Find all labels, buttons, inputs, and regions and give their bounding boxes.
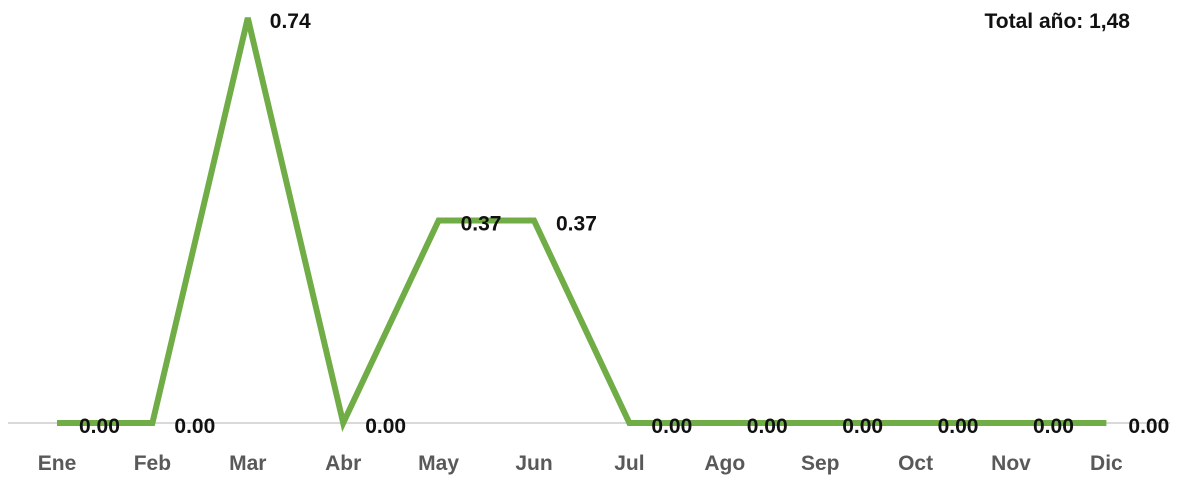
x-tick-nov: Nov	[991, 452, 1031, 475]
data-label-dic: 0.00	[1128, 415, 1169, 438]
data-label-sep: 0.00	[842, 415, 883, 438]
data-label-jul: 0.00	[651, 415, 692, 438]
x-tick-ago: Ago	[704, 452, 745, 475]
x-tick-abr: Abr	[325, 452, 361, 475]
x-tick-jul: Jul	[614, 452, 644, 475]
data-label-ago: 0.00	[747, 415, 788, 438]
series-line	[57, 17, 1107, 433]
total-year-label: Total año: 1,48	[984, 10, 1130, 33]
data-label-mar: 0.74	[270, 10, 311, 33]
x-tick-mar: Mar	[229, 452, 266, 475]
x-tick-sep: Sep	[801, 452, 840, 475]
data-label-oct: 0.00	[938, 415, 979, 438]
x-tick-dic: Dic	[1090, 452, 1123, 475]
data-label-ene: 0.00	[79, 415, 120, 438]
x-tick-oct: Oct	[898, 452, 933, 475]
data-label-jun: 0.37	[556, 213, 597, 236]
data-label-feb: 0.00	[174, 415, 215, 438]
x-tick-ene: Ene	[38, 452, 77, 475]
x-tick-may: May	[418, 452, 459, 475]
data-label-may: 0.37	[461, 213, 502, 236]
x-tick-feb: Feb	[134, 452, 171, 475]
data-label-abr: 0.00	[365, 415, 406, 438]
data-labels: 0.00 0.00 0.74 0.00 0.37 0.37 0.00 0.00 0.00 0.00…	[79, 10, 1169, 438]
x-tick-jun: Jun	[515, 452, 552, 475]
x-tick-labels: Ene Feb Mar Abr May Jun Jul Ago Sep Oct Nov Dic	[38, 452, 1123, 475]
data-label-nov: 0.00	[1033, 415, 1074, 438]
